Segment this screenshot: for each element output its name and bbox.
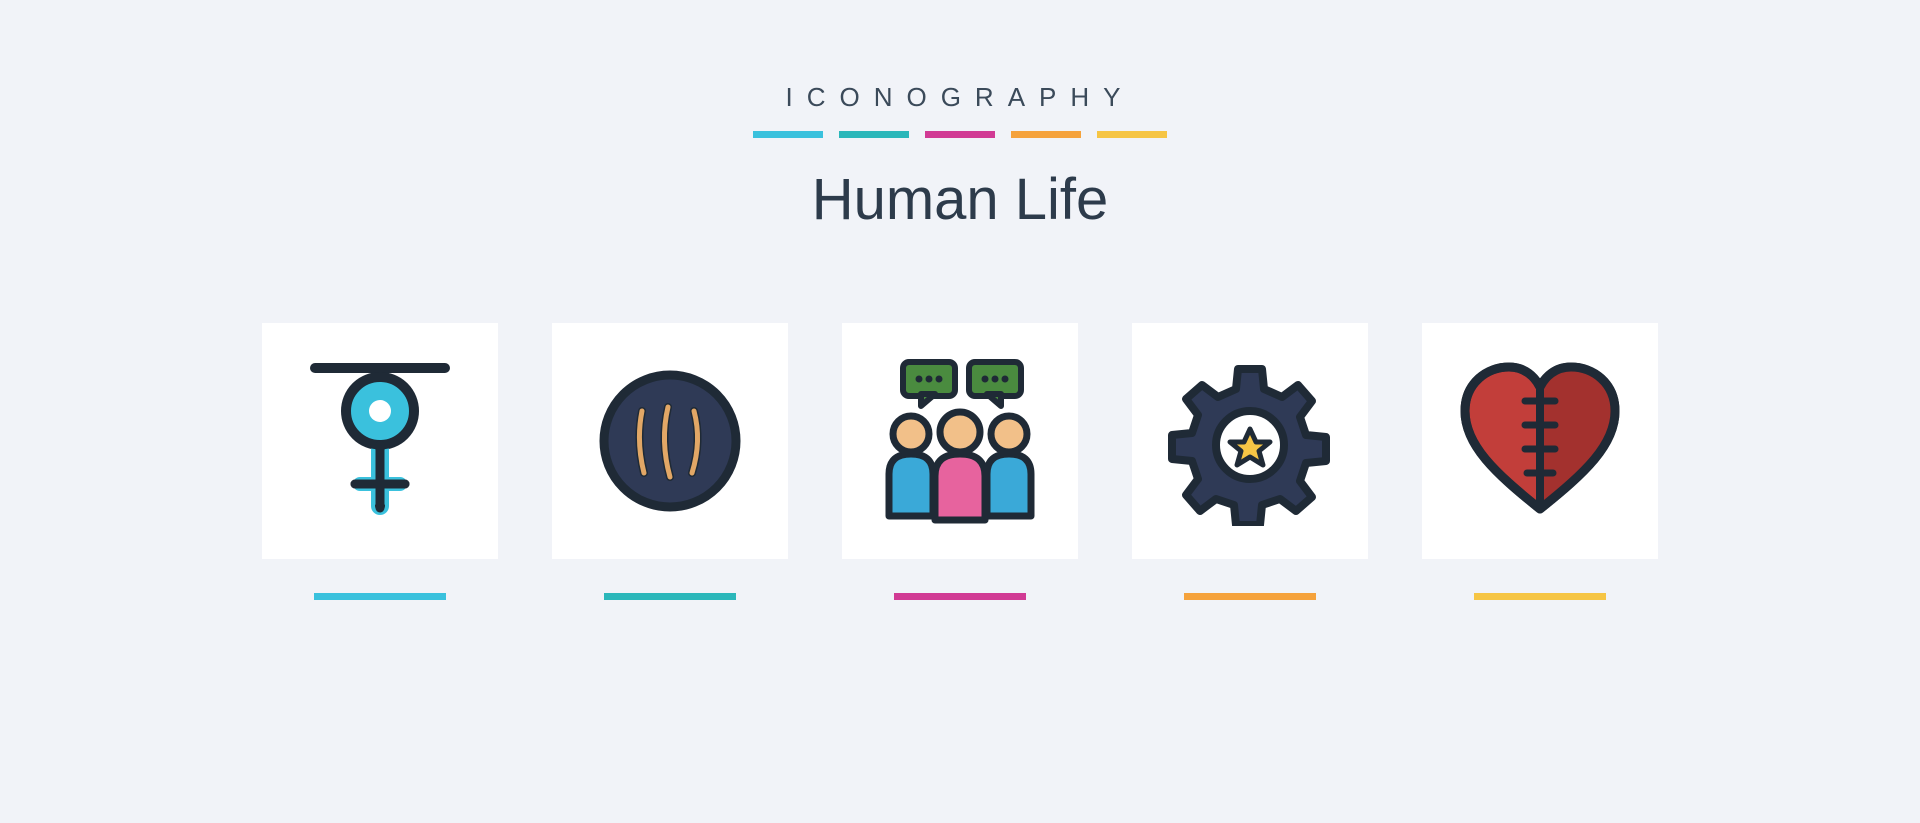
color-bar-2: [839, 131, 909, 138]
underline-5: [1474, 593, 1606, 600]
gear-star-icon: [1165, 356, 1335, 526]
icon-box-4: [1132, 323, 1368, 559]
color-bar-row: [0, 131, 1920, 138]
icon-row: [0, 323, 1920, 600]
female-symbol-icon: [305, 356, 455, 526]
icon-box-3: [842, 323, 1078, 559]
header: ICONOGRAPHY Human Life: [0, 0, 1920, 233]
icon-card-5: [1422, 323, 1658, 600]
icon-card-2: [552, 323, 788, 600]
icon-box-1: [262, 323, 498, 559]
color-bar-5: [1097, 131, 1167, 138]
icon-card-4: [1132, 323, 1368, 600]
page-title: Human Life: [0, 166, 1920, 233]
color-bar-3: [925, 131, 995, 138]
underline-3: [894, 593, 1026, 600]
underline-2: [604, 593, 736, 600]
color-bar-1: [753, 131, 823, 138]
icon-card-1: [262, 323, 498, 600]
icon-box-5: [1422, 323, 1658, 559]
icon-box-2: [552, 323, 788, 559]
group-chat-icon: [865, 356, 1055, 526]
icon-card-3: [842, 323, 1078, 600]
underline-1: [314, 593, 446, 600]
stitched-heart-icon: [1455, 361, 1625, 521]
underline-4: [1184, 593, 1316, 600]
fingerprint-circle-icon: [590, 361, 750, 521]
color-bar-4: [1011, 131, 1081, 138]
eyebrow-text: ICONOGRAPHY: [0, 82, 1920, 113]
